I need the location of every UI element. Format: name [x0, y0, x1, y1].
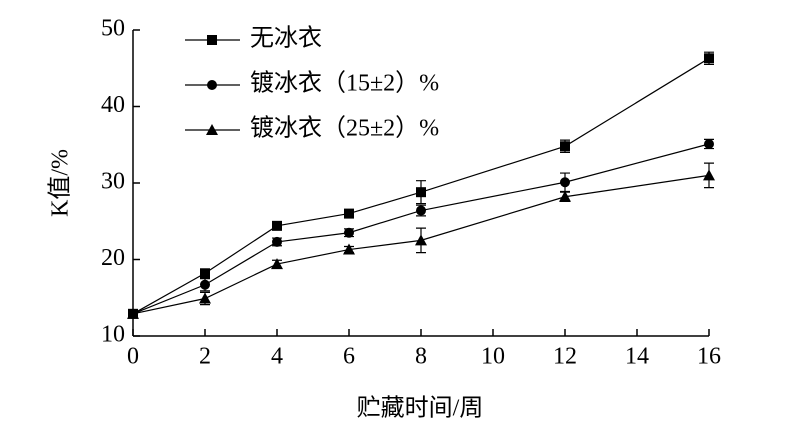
- marker: [199, 292, 211, 304]
- marker: [560, 141, 570, 152]
- marker: [207, 35, 217, 45]
- y-axis-label: K值/%: [47, 149, 74, 217]
- marker: [207, 80, 217, 90]
- legend-label: 镀冰衣（15±2）%: [250, 70, 439, 97]
- marker: [343, 243, 355, 255]
- marker: [272, 236, 282, 247]
- x-tick-label: 10: [481, 344, 505, 370]
- marker: [272, 220, 282, 231]
- x-tick-label: 6: [343, 344, 355, 370]
- marker: [200, 268, 210, 279]
- y-tick-label: 40: [101, 92, 125, 118]
- x-tick-label: 0: [127, 344, 139, 370]
- marker: [704, 138, 714, 149]
- y-tick-label: 10: [101, 322, 125, 348]
- marker: [560, 177, 570, 188]
- marker: [344, 227, 354, 238]
- x-tick-label: 4: [271, 344, 283, 370]
- marker: [200, 279, 210, 290]
- marker: [704, 53, 714, 64]
- marker: [416, 205, 426, 216]
- y-tick-label: 30: [101, 169, 125, 195]
- y-tick-label: 50: [101, 16, 125, 42]
- y-tick-label: 20: [101, 245, 125, 271]
- marker: [416, 187, 426, 198]
- marker: [344, 208, 354, 219]
- marker: [415, 234, 427, 246]
- marker: [271, 258, 283, 270]
- x-tick-label: 2: [199, 344, 211, 370]
- x-tick-label: 14: [625, 344, 649, 370]
- marker: [559, 190, 571, 202]
- marker: [206, 124, 218, 135]
- legend-label: 镀冰衣（25±2）%: [250, 115, 439, 142]
- x-tick-label: 12: [553, 344, 577, 370]
- legend-label: 无冰衣: [250, 25, 322, 52]
- x-tick-label: 8: [415, 344, 427, 370]
- x-tick-label: 16: [697, 344, 721, 370]
- marker: [703, 169, 715, 181]
- marker: [127, 307, 139, 319]
- x-axis-label: 贮藏时间/周: [357, 395, 484, 422]
